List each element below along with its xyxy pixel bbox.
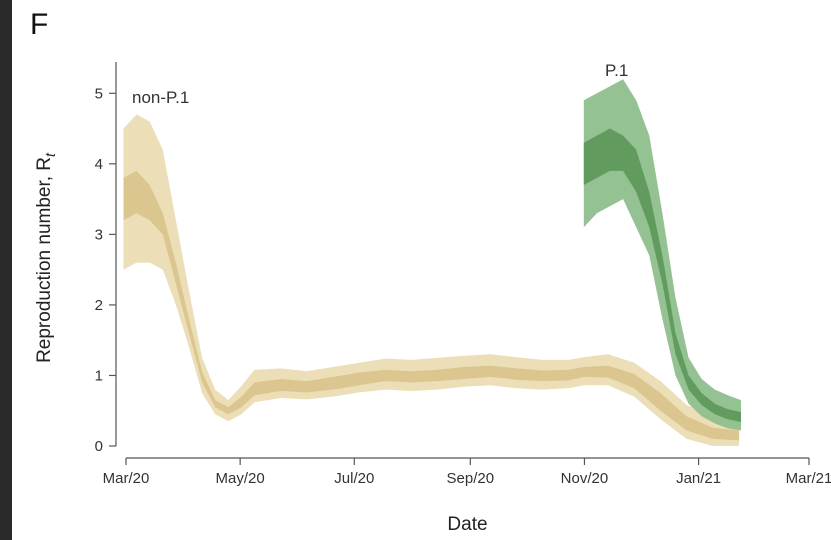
band-inner-p-1: [583, 128, 741, 422]
band-outer-non-p-1: [123, 114, 740, 447]
x-tick-label: Sep/20: [447, 470, 495, 487]
bands-layer: [123, 79, 741, 447]
x-tick-label: Jan/21: [676, 470, 721, 487]
x-tick-label: Mar/20: [103, 470, 150, 487]
band-inner-non-p-1: [123, 170, 740, 441]
chart-panel: F 0 1 2 3 4 5 Mar/20 May/20 Jul/20 Sep/20 Nov/20 Ja…: [12, 0, 831, 540]
panel-letter: F: [30, 8, 49, 41]
y-tick-label: 1: [95, 367, 103, 384]
y-axis-title-main: Reproduction number, R: [34, 157, 55, 363]
x-tick-label: Jul/20: [334, 470, 374, 487]
x-tick-label: Nov/20: [561, 470, 609, 487]
series-label-p1: P.1: [605, 61, 628, 80]
y-tick-label: 2: [95, 297, 103, 314]
series-label-non-p1: non-P.1: [132, 88, 189, 107]
x-axis-title: Date: [447, 514, 487, 535]
y-axis-title-subscript: t: [42, 152, 58, 157]
reproduction-number-chart: 0 1 2 3 4 5 Mar/20 May/20 Jul/20 Sep/20 Nov/20 Jan/…: [34, 61, 831, 535]
y-tick-label: 4: [95, 156, 103, 173]
x-tick-label: May/20: [216, 470, 265, 487]
y-tick-label: 5: [95, 85, 103, 102]
y-axis-title: Reproduction number, Rt: [34, 152, 58, 363]
y-tick-label: 0: [95, 438, 103, 455]
x-tick-label: Mar/21: [786, 470, 831, 487]
y-tick-label: 3: [95, 226, 103, 243]
ticks-layer: 0 1 2 3 4 5 Mar/20 May/20 Jul/20 Sep/20 Nov/20 Jan/…: [95, 85, 831, 487]
